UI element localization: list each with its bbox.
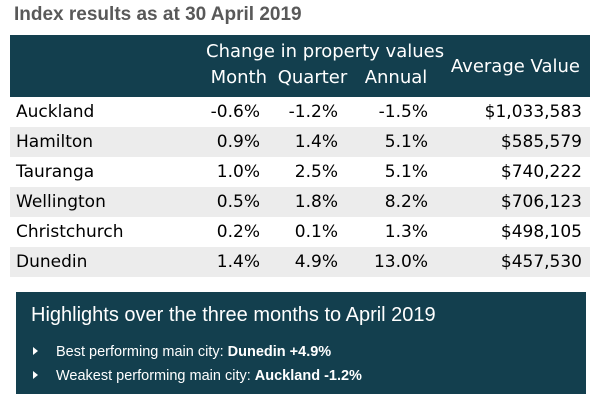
city-cell: Wellington: [10, 187, 180, 217]
table-row: Auckland -0.6% -1.2% -1.5% $1,033,583: [10, 97, 590, 127]
header-annual: Annual: [354, 62, 438, 97]
header-change-in-property-values: Change in property values: [180, 35, 444, 62]
average-value-cell: $585,579: [438, 127, 590, 157]
highlight-item: Best performing main city: Dunedin +4.9%: [33, 344, 331, 360]
quarter-change-cell: -1.2%: [271, 97, 354, 127]
triangle-bullet-icon: [33, 371, 38, 379]
city-cell: Dunedin: [10, 247, 180, 277]
highlight-label: Weakest performing main city:: [56, 368, 251, 384]
month-change-cell: 0.5%: [180, 187, 271, 217]
city-cell: Auckland: [10, 97, 180, 127]
header-blank-cell: [10, 62, 180, 97]
table-row: Wellington 0.5% 1.8% 8.2% $706,123: [10, 187, 590, 217]
index-results-table: Change in property values Average Value …: [10, 35, 590, 277]
average-value-cell: $1,033,583: [438, 97, 590, 127]
header-average-value: Average Value: [438, 35, 590, 97]
table-header-group-row: Change in property values Average Value: [10, 35, 590, 97]
triangle-bullet-icon: [33, 347, 38, 355]
highlight-value: Dunedin +4.9%: [227, 344, 332, 360]
table-row: Tauranga 1.0% 2.5% 5.1% $740,222: [10, 157, 590, 187]
table-row: Hamilton 0.9% 1.4% 5.1% $585,579: [10, 127, 590, 157]
month-change-cell: 1.4%: [180, 247, 271, 277]
highlights-title: Highlights over the three months to Apri…: [31, 304, 436, 326]
highlights-panel: Highlights over the three months to Apri…: [16, 292, 586, 394]
average-value-cell: $740,222: [438, 157, 590, 187]
annual-change-cell: 5.1%: [354, 127, 438, 157]
highlight-value: Auckland -1.2%: [254, 368, 362, 384]
highlight-item: Weakest performing main city: Auckland -…: [33, 368, 362, 384]
header-blank-cell: [10, 35, 180, 62]
quarter-change-cell: 4.9%: [271, 247, 354, 277]
average-value-cell: $457,530: [438, 247, 590, 277]
average-value-cell: $706,123: [438, 187, 590, 217]
month-change-cell: 1.0%: [180, 157, 271, 187]
annual-change-cell: 1.3%: [354, 217, 438, 247]
highlight-label: Best performing main city:: [56, 344, 224, 360]
annual-change-cell: 13.0%: [354, 247, 438, 277]
quarter-change-cell: 1.8%: [271, 187, 354, 217]
annual-change-cell: -1.5%: [354, 97, 438, 127]
table-row: Christchurch 0.2% 0.1% 1.3% $498,105: [10, 217, 590, 247]
month-change-cell: 0.2%: [180, 217, 271, 247]
header-quarter: Quarter: [271, 62, 354, 97]
page-title: Index results as at 30 April 2019: [14, 4, 302, 25]
city-cell: Hamilton: [10, 127, 180, 157]
annual-change-cell: 8.2%: [354, 187, 438, 217]
table-row: Dunedin 1.4% 4.9% 13.0% $457,530: [10, 247, 590, 277]
annual-change-cell: 5.1%: [354, 157, 438, 187]
quarter-change-cell: 2.5%: [271, 157, 354, 187]
city-cell: Tauranga: [10, 157, 180, 187]
month-change-cell: -0.6%: [180, 97, 271, 127]
city-cell: Christchurch: [10, 217, 180, 247]
month-change-cell: 0.9%: [180, 127, 271, 157]
quarter-change-cell: 1.4%: [271, 127, 354, 157]
header-month: Month: [180, 62, 271, 97]
average-value-cell: $498,105: [438, 217, 590, 247]
table-header-row: Month Quarter Annual: [10, 62, 590, 97]
quarter-change-cell: 0.1%: [271, 217, 354, 247]
